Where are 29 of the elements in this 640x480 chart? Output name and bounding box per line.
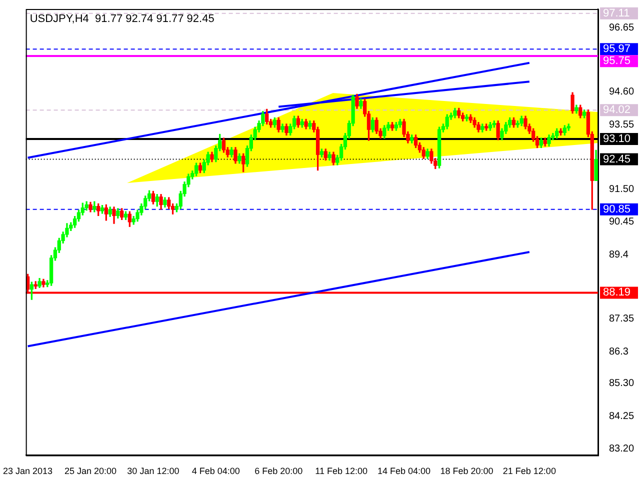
x-tick-label: 23 Jan 2013 <box>3 466 53 476</box>
ref-line-label: 97.11 <box>603 7 630 20</box>
y-tick-label: 89.4 <box>609 250 629 261</box>
ref-line-label: 88.19 <box>603 286 631 299</box>
y-tick-label: 83.20 <box>609 444 634 455</box>
y-tick-label: 96.65 <box>609 22 634 34</box>
ref-line-label: 93.10 <box>603 132 631 145</box>
y-tick-label: 90.45 <box>609 216 634 228</box>
ref-line-label: 95.97 <box>603 43 631 56</box>
x-tick-label: 14 Feb 04:00 <box>377 466 431 476</box>
x-tick-label: 11 Feb 12:00 <box>315 466 368 476</box>
y-tick-label: 86.3 <box>609 346 629 358</box>
x-tick-label: 4 Feb 04:00 <box>192 466 240 476</box>
y-tick-label: 84.25 <box>609 410 634 422</box>
y-tick-label: 87.35 <box>609 314 634 325</box>
y-tick-label: 93.55 <box>609 120 634 131</box>
ref-line-label: 94.02 <box>603 104 631 116</box>
x-tick-label: 6 Feb 20:00 <box>254 466 303 476</box>
x-tick-label: 18 Feb 20:00 <box>440 466 494 476</box>
ref-line-label: 90.85 <box>603 203 631 216</box>
y-tick-label: 85.30 <box>609 378 634 389</box>
ref-line-label: 92.45 <box>603 153 631 166</box>
x-tick-label: 30 Jan 12:00 <box>127 466 180 476</box>
ref-line-label: 95.75 <box>603 55 631 68</box>
x-tick-label: 21 Feb 12:00 <box>502 466 556 476</box>
chart-title: USDJPY,H4 91.77 92.74 91.77 92.45 <box>30 13 214 26</box>
x-tick-label: 25 Jan 20:00 <box>64 466 117 476</box>
y-tick-label: 91.50 <box>609 184 634 195</box>
y-tick-label: 94.60 <box>609 86 634 98</box>
